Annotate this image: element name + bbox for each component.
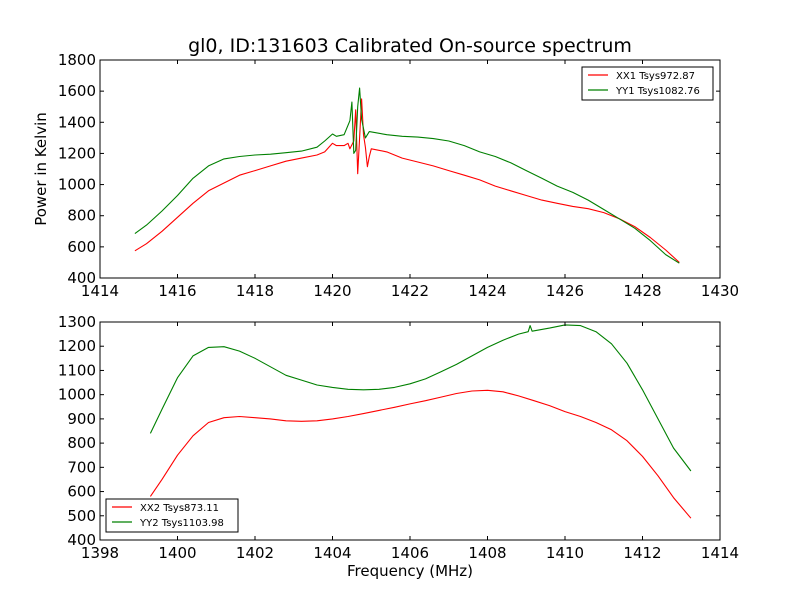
- series-line-1-2: [134, 87, 680, 264]
- y-tick-label: 800: [67, 434, 96, 452]
- y-tick-label: 1100: [58, 361, 96, 379]
- y-tick-label: 1600: [58, 82, 96, 100]
- legend-entry: YY1 Tsys1082.76: [615, 86, 700, 97]
- chart-title: gl0, ID:131603 Calibrated On-source spec…: [188, 35, 632, 57]
- x-tick-label: 1424: [468, 282, 506, 300]
- x-tick-label: 1414: [81, 282, 119, 300]
- x-tick-label: 1412: [623, 544, 661, 562]
- legend-box: [581, 66, 714, 101]
- legend-entry: XX2 Tsys873.11: [140, 503, 219, 514]
- x-tick-label: 1406: [391, 544, 429, 562]
- y-axis-label-top: Power in Kelvin: [32, 112, 50, 226]
- y-tick-label: 800: [67, 207, 96, 225]
- y-tick-label: 1000: [58, 386, 96, 404]
- y-tick-label: 400: [67, 531, 96, 549]
- y-tick-label: 400: [67, 269, 96, 287]
- x-tick-label: 1408: [468, 544, 506, 562]
- y-tick-label: 600: [67, 238, 96, 256]
- x-tick-label: 1398: [81, 544, 119, 562]
- x-tick-label: 1416: [158, 282, 196, 300]
- series-line-2-1: [149, 389, 692, 519]
- x-tick-label: 1418: [236, 282, 274, 300]
- legend-entry: XX1 Tsys972.87: [616, 71, 695, 82]
- x-tick-label: 1404: [313, 544, 351, 562]
- x-axis-label-bottom: Frequency (MHz): [347, 562, 473, 580]
- y-tick-label: 1300: [58, 313, 96, 331]
- y-tick-label: 500: [67, 507, 96, 525]
- x-tick-label: 1430: [701, 282, 739, 300]
- y-tick-label: 1400: [58, 113, 96, 131]
- legend-box: [105, 498, 239, 533]
- x-tick-label: 1400: [158, 544, 196, 562]
- x-tick-label: 1410: [546, 544, 584, 562]
- x-tick-label: 1420: [313, 282, 351, 300]
- x-tick-label: 1422: [391, 282, 429, 300]
- y-tick-label: 1000: [58, 176, 96, 194]
- series-line-2-2: [149, 324, 692, 472]
- x-tick-label: 1402: [236, 544, 274, 562]
- y-tick-label: 1800: [58, 51, 96, 69]
- x-tick-label: 1426: [546, 282, 584, 300]
- y-tick-label: 1200: [58, 337, 96, 355]
- y-tick-label: 1200: [58, 144, 96, 162]
- legend: XX2 Tsys873.11 YY2 Tsys1103.98: [105, 498, 239, 533]
- legend: XX1 Tsys972.87 YY1 Tsys1082.76: [581, 66, 714, 101]
- y-tick-label: 600: [67, 483, 96, 501]
- legend-entry: YY2 Tsys1103.98: [139, 518, 224, 529]
- chart-panel-2: 1398 1400 1402 1404 1406 1408 1410 1412 1414 400 5…: [58, 313, 739, 562]
- chart-panel-1: 1414 1416 1418 1420 1422 1424 1426 1428 1430 400 6…: [58, 51, 739, 300]
- y-tick-label: 900: [67, 410, 96, 428]
- x-tick-label: 1428: [623, 282, 661, 300]
- series-line-1-1: [134, 98, 680, 263]
- y-tick-label: 700: [67, 458, 96, 476]
- x-tick-label: 1414: [701, 544, 739, 562]
